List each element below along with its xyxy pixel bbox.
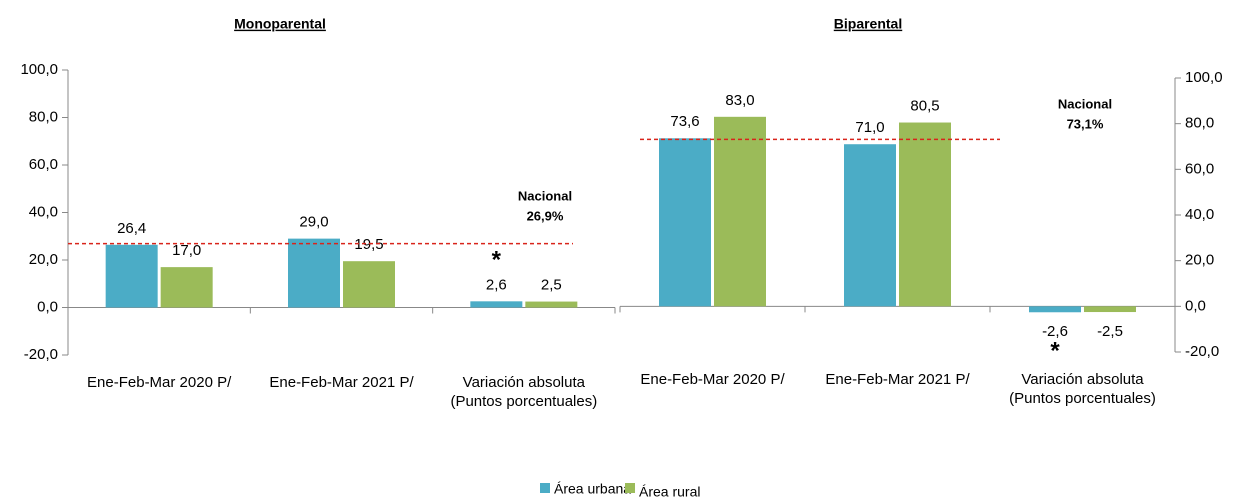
- value-label: 73,6: [670, 113, 699, 130]
- y-tick-label: 40,0: [29, 203, 58, 220]
- value-label: 2,6: [486, 276, 507, 293]
- legend-label: Área urbana: [554, 481, 631, 497]
- x-tick-label: Ene-Feb-Mar 2021 P/: [269, 374, 414, 391]
- bar: [160, 267, 213, 308]
- value-label: 19,5: [354, 236, 383, 253]
- annotation: *: [1050, 338, 1060, 365]
- reference-label: Nacional: [1058, 96, 1112, 111]
- legend-label: Área rural: [639, 484, 700, 500]
- y-tick-label: 60,0: [29, 156, 58, 173]
- reference-label: Nacional: [518, 188, 572, 203]
- value-label: 29,0: [299, 214, 328, 231]
- bar: [525, 301, 578, 308]
- bar: [288, 238, 340, 308]
- value-label: 17,0: [172, 242, 201, 259]
- y-tick-label: 20,0: [1185, 252, 1214, 269]
- bar: [659, 138, 711, 307]
- y-tick-label: 40,0: [1185, 206, 1214, 223]
- x-tick-label: Ene-Feb-Mar 2021 P/: [825, 371, 970, 388]
- x-tick-label: Variación absoluta (Puntos porcentuales): [1009, 371, 1156, 407]
- bar: [1084, 306, 1136, 313]
- y-tick-label: -20,0: [1185, 343, 1219, 360]
- legend-swatch: [625, 483, 635, 493]
- bar: [899, 122, 951, 307]
- value-label: 26,4: [117, 220, 146, 237]
- bar: [105, 244, 158, 308]
- bar: [844, 144, 896, 307]
- value-label: 83,0: [725, 92, 754, 109]
- value-label: 71,0: [855, 119, 884, 136]
- x-tick-label: Ene-Feb-Mar 2020 P/: [640, 371, 785, 388]
- y-tick-label: 100,0: [20, 61, 58, 78]
- value-label: 80,5: [910, 97, 939, 114]
- legend-swatch: [540, 483, 550, 493]
- chart-title: Biparental: [834, 16, 902, 32]
- chart-title: Monoparental: [234, 16, 326, 32]
- y-tick-label: 80,0: [1185, 115, 1214, 132]
- x-tick-label: Ene-Feb-Mar 2020 P/: [87, 374, 232, 391]
- value-label: 2,5: [541, 277, 562, 294]
- bar: [1029, 306, 1081, 313]
- y-tick-label: 0,0: [37, 298, 58, 315]
- x-tick-label: Variación absoluta (Puntos porcentuales): [450, 374, 598, 410]
- value-label: -2,6: [1042, 323, 1068, 340]
- value-label: -2,5: [1097, 323, 1123, 340]
- y-tick-label: 100,0: [1185, 69, 1223, 86]
- bar: [714, 116, 766, 307]
- y-tick-label: 20,0: [29, 251, 58, 268]
- reference-value: 26,9%: [527, 208, 564, 223]
- bar: [470, 301, 523, 308]
- y-tick-label: -20,0: [24, 346, 58, 363]
- bar: [343, 261, 395, 308]
- y-tick-label: 80,0: [29, 108, 58, 125]
- reference-value: 73,1%: [1067, 116, 1104, 131]
- annotation: *: [492, 247, 502, 274]
- y-tick-label: 0,0: [1185, 297, 1206, 314]
- y-tick-label: 60,0: [1185, 160, 1214, 177]
